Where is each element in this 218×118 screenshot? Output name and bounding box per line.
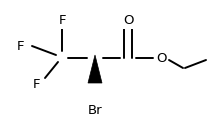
Text: F: F — [58, 14, 66, 27]
Text: F: F — [32, 78, 40, 91]
Text: F: F — [16, 40, 24, 53]
Text: O: O — [123, 14, 133, 27]
Polygon shape — [88, 55, 102, 83]
Text: O: O — [156, 51, 166, 65]
Text: Br: Br — [88, 104, 102, 117]
